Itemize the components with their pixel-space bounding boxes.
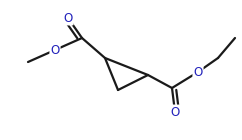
Text: O: O	[193, 66, 203, 79]
Text: O: O	[50, 44, 60, 57]
Text: O: O	[170, 106, 180, 118]
Text: O: O	[63, 11, 73, 24]
